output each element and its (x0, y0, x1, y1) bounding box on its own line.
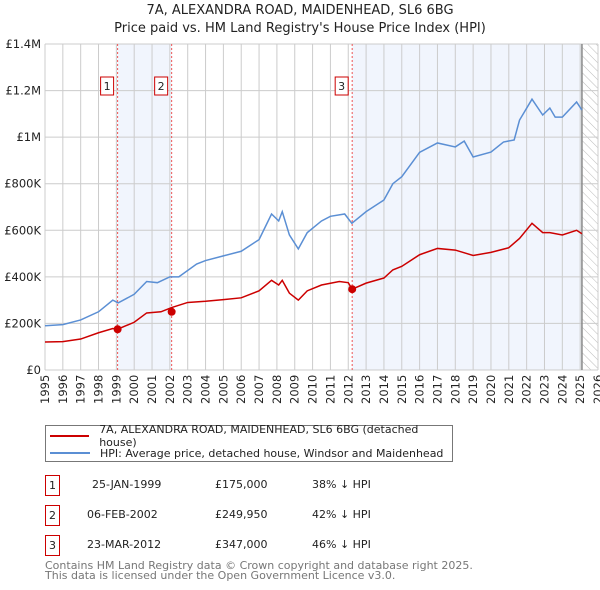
x-tick-label: 1999 (109, 375, 123, 404)
legend-label: 7A, ALEXANDRA ROAD, MAIDENHEAD, SL6 6BG … (99, 423, 419, 449)
x-tick-label: 2002 (163, 375, 177, 404)
blue-line-swatch (50, 452, 90, 454)
x-tick-label: 2022 (520, 375, 534, 404)
y-tick-label: £1.2M (5, 84, 41, 98)
y-tick-label: £600K (4, 223, 41, 237)
y-tick-label: £800K (4, 177, 41, 191)
x-tick-label: 2016 (413, 375, 427, 404)
shaded-period (117, 44, 172, 370)
series-line (44, 97, 583, 327)
shaded-period (352, 44, 582, 370)
sale-label: 2 (158, 80, 165, 93)
x-tick-label: 2007 (252, 375, 266, 404)
sale-price: £347,000 (215, 538, 268, 551)
sale-date: 06-FEB-2002 (87, 508, 158, 521)
x-tick-label: 2008 (270, 375, 284, 404)
x-tick-label: 2025 (573, 375, 587, 404)
x-tick-label: 2010 (306, 375, 320, 404)
sale-point (167, 307, 176, 316)
y-tick-label: £200K (4, 316, 41, 330)
x-tick-label: 2018 (448, 375, 462, 404)
footer-licence: This data is licensed under the Open Gov… (45, 569, 396, 582)
sale-price: £249,950 (215, 508, 268, 521)
sale-label: 1 (104, 80, 111, 93)
x-tick-label: 2015 (395, 375, 409, 404)
x-tick-label: 2011 (323, 375, 337, 404)
chart-subtitle: Price paid vs. HM Land Registry's House … (114, 21, 486, 36)
x-tick-label: 1997 (74, 375, 88, 404)
x-tick-label: 2021 (502, 375, 516, 404)
x-tick-label: 2013 (359, 375, 373, 404)
chart-title: 7A, ALEXANDRA ROAD, MAIDENHEAD, SL6 6BG (146, 3, 454, 18)
x-tick-label: 2023 (537, 375, 551, 404)
x-tick-label: 1995 (38, 375, 52, 404)
sale-date: 25-JAN-1999 (92, 478, 162, 491)
y-tick-label: £1.4M (5, 37, 41, 51)
series-line (44, 222, 583, 343)
x-tick-label: 2020 (484, 375, 498, 404)
sale-hpi-diff: 38% ↓ HPI (312, 478, 371, 491)
y-tick-label: £400K (4, 270, 41, 284)
price-chart: 1995 1996 1997 1998 1999 2000 2001 2002 2003 2004… (4, 37, 600, 404)
sale-number-badge: 2 (45, 505, 60, 526)
sale-price: £175,000 (215, 478, 268, 491)
x-tick-label: 2019 (466, 375, 480, 404)
y-tick-label: £0 (26, 363, 41, 377)
x-tick-label: 2014 (377, 375, 391, 404)
x-tick-label: 2017 (430, 375, 444, 404)
x-tick-label: 2000 (127, 375, 141, 404)
sale-date: 23-MAR-2012 (87, 538, 162, 551)
x-tick-label: 2012 (341, 375, 355, 404)
x-tick-label: 2003 (181, 375, 195, 404)
sale-point (348, 285, 357, 294)
red-line-swatch (50, 435, 90, 437)
legend: 7A, ALEXANDRA ROAD, MAIDENHEAD, SL6 6BG … (45, 423, 453, 462)
sale-hpi-diff: 46% ↓ HPI (312, 538, 371, 551)
forecast-hatch (581, 44, 598, 370)
legend-item-property: 7A, ALEXANDRA ROAD, MAIDENHEAD, SL6 6BG … (50, 423, 452, 449)
x-tick-label: 1998 (92, 375, 106, 404)
x-tick-label: 1996 (56, 375, 70, 404)
sale-label: 3 (338, 80, 345, 93)
sale-label-box (154, 76, 169, 96)
x-tick-label: 2001 (145, 375, 159, 404)
y-tick-label: £1M (16, 130, 41, 144)
sale-number-badge: 1 (45, 475, 60, 496)
sale-point (113, 325, 122, 334)
sale-label-box (100, 76, 115, 96)
sale-number-badge: 3 (45, 535, 60, 556)
x-tick-label: 2024 (555, 375, 569, 404)
footer-copyright: Contains HM Land Registry data © Crown c… (45, 559, 473, 572)
x-tick-label: 2006 (234, 375, 248, 404)
x-tick-label: 2026 (591, 375, 600, 404)
sale-label-box (334, 76, 349, 96)
x-tick-label: 2004 (199, 375, 213, 404)
legend-item-hpi: HPI: Average price, detached house, Wind… (50, 445, 443, 461)
legend-label: HPI: Average price, detached house, Wind… (100, 446, 444, 460)
sale-hpi-diff: 42% ↓ HPI (312, 508, 371, 521)
x-tick-label: 2005 (216, 375, 230, 404)
x-tick-label: 2009 (288, 375, 302, 404)
